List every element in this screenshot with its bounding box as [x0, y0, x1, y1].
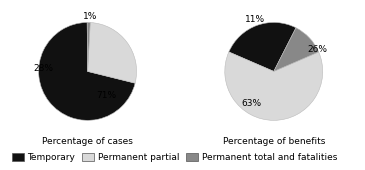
Wedge shape	[274, 28, 319, 71]
Wedge shape	[229, 22, 296, 71]
Wedge shape	[39, 22, 135, 120]
Wedge shape	[225, 52, 323, 120]
Text: 26%: 26%	[308, 45, 328, 54]
Text: 71%: 71%	[96, 91, 116, 100]
Text: 28%: 28%	[34, 64, 54, 73]
Wedge shape	[87, 22, 90, 71]
Text: 1%: 1%	[83, 12, 97, 21]
Wedge shape	[88, 22, 137, 83]
Text: Percentage of cases: Percentage of cases	[42, 138, 133, 147]
Text: 63%: 63%	[242, 99, 262, 108]
Text: Percentage of benefits: Percentage of benefits	[223, 138, 325, 147]
Legend: Temporary, Permanent partial, Permanent total and fatalities: Temporary, Permanent partial, Permanent …	[8, 149, 341, 165]
Text: 11%: 11%	[245, 15, 265, 24]
